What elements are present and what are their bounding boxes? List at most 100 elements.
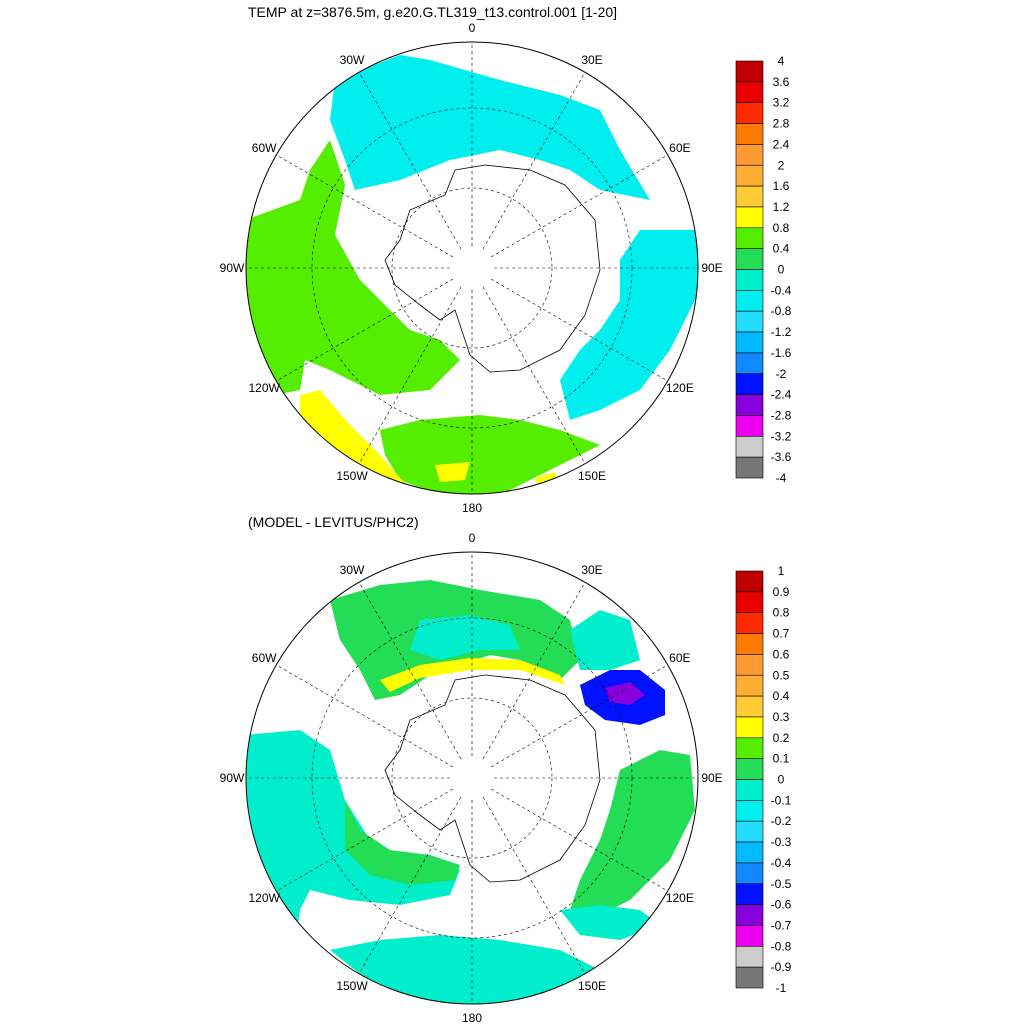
colorbar-label: -1.2 [771,325,792,339]
colorbar-label: -1.6 [771,346,792,360]
colorbar-label: 3.2 [773,96,790,110]
lon-label: 120W [248,381,280,395]
field-region [570,750,695,920]
map1-globe: 0 30E 60E 90E 120E 150E 180 150W 120W 90W 60W 30W [220,21,723,512]
field-region [330,55,650,200]
colorbar-swatch [735,352,764,375]
colorbar-swatch [735,373,764,395]
colorbar-label: -0.1 [771,793,792,807]
lon-label: 150W [336,469,368,483]
lon-label: 60E [669,141,690,155]
colorbar-swatch [735,800,764,822]
meridian-line [358,72,462,250]
map1-colorbar: 4 3.6 3.2 2.8 2.4 2 1.6 1.2 0.8 0.4 0 -0.4 -0.8 -1.2 -… [735,54,792,485]
colorbar-label: -0.7 [771,918,792,932]
colorbar-swatch [735,227,764,249]
map2-globe: 0 30E 60E 90E 120E 150E 180 150W 120W 90W 60W 30W [220,531,723,1022]
colorbar-swatch [735,81,764,103]
lon-label: 150W [336,979,368,993]
meridian-line [490,788,668,892]
lon-label: 150E [578,469,606,483]
colorbar-label: -2.8 [771,408,792,422]
field-region [570,610,640,670]
map2-title: (MODEL - LEVITUS/PHC2) [248,514,419,530]
field-region [345,800,460,885]
meridian-line [358,582,462,760]
colorbar-swatch [735,185,764,208]
field-region [410,615,520,660]
meridian-line [490,278,668,382]
lon-label: 0 [469,531,476,545]
colorbar-swatch [735,591,764,613]
coastline [384,674,601,883]
colorbar-label: -3.6 [771,450,792,464]
lon-label: 60E [669,651,690,665]
field-region [380,415,600,494]
colorbar-label: 2.8 [773,117,790,131]
lon-label: 30E [581,53,602,67]
colorbar-swatch [735,269,764,291]
colorbar-swatch [735,654,764,676]
colorbar-label: -0.4 [771,283,792,297]
colorbar-swatch [735,841,764,864]
field-region [246,140,460,400]
lon-label: 30W [340,563,365,577]
colorbar-swatch [735,779,764,801]
field-region [560,905,660,940]
meridian-line [482,72,586,250]
colorbar-label: 0.4 [773,689,790,703]
colorbar-label: 0.8 [773,606,790,620]
colorbar-swatch [735,248,764,270]
colorbar-label: -0.9 [771,960,792,974]
colorbar-label: 2 [778,158,785,172]
lon-grid [246,42,698,494]
colorbar-swatch [735,123,764,145]
meridian-line [482,286,586,464]
colorbar-label: 1.2 [773,200,790,214]
colorbar-label: -0.2 [771,814,792,828]
colorbar-label: 1 [778,564,785,578]
colorbar-label: -1 [776,981,787,995]
colorbar-swatch [735,456,764,479]
colorbar-label: 0.8 [773,221,790,235]
map1-field [246,55,698,494]
field-region [560,230,698,420]
lon-label: 90W [220,771,245,785]
lon-label: 60W [252,141,277,155]
colorbar-swatch [735,820,764,843]
lon-label: 120E [666,891,694,905]
colorbar-swatch [735,290,764,312]
colorbar-label: -0.8 [771,939,792,953]
meridian-line [490,154,668,258]
colorbar-swatch [735,883,764,905]
meridian-line [482,796,586,974]
colorbar-swatch [735,164,764,187]
colorbar-swatch [735,144,764,166]
map2-lon-labels: 0 30E 60E 90E 120E 150E 180 150W 120W 90W 60W 30W [220,531,723,1022]
meridian-line [276,278,454,382]
meridian-line [358,796,462,974]
lon-label: 30W [340,53,365,67]
map1-lon-labels: 0 30E 60E 90E 120E 150E 180 150W 120W 90W 60W 30W [220,21,723,512]
colorbar-label: -2.4 [771,388,792,402]
field-region [435,462,470,482]
map1-panel: 0 30E 60E 90E 120E 150E 180 150W 120W 90W 60W 30W 4… [220,21,792,512]
colorbar-label: 0.4 [773,242,790,256]
colorbar-swatch [735,758,764,780]
colorbar-swatch [735,206,764,229]
colorbar-label: 0.3 [773,710,790,724]
meridian-line [276,788,454,892]
colorbar-label: -3.2 [771,429,792,443]
colorbar-swatch [735,415,764,437]
colorbar-label: -0.8 [771,304,792,318]
colorbar-label: 1.6 [773,179,790,193]
colorbar-swatch [735,612,764,634]
colorbar-swatch [735,633,764,655]
colorbar-swatch [735,310,764,333]
colorbar-label: -2 [776,367,787,381]
field-region [380,658,565,692]
colorbar-label: -0.6 [771,898,792,912]
field-region [605,682,645,705]
meridian-line [358,286,462,464]
lon-label: 90W [220,261,245,275]
